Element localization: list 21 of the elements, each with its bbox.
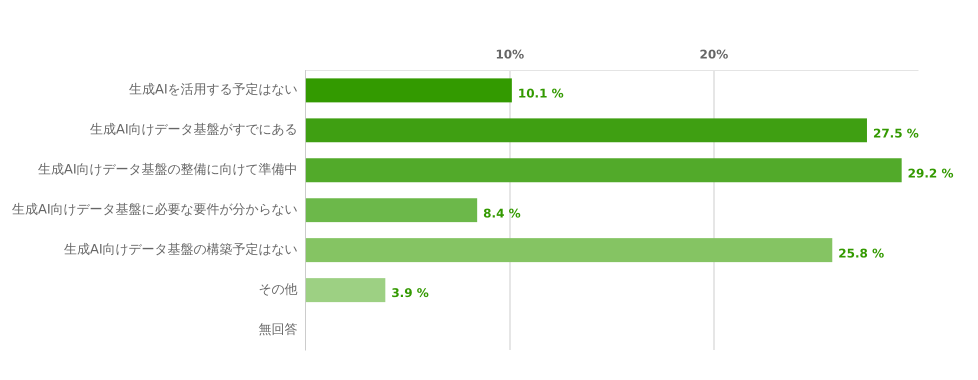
data-label: 8.4 % <box>483 206 521 220</box>
x-tick-label: 10% <box>495 47 524 62</box>
y-tick-label: 生成AI向けデータ基盤の構築予定はない <box>64 242 298 258</box>
y-tick-label: 生成AI向けデータ基盤がすでにある <box>90 122 298 138</box>
y-tick-label: 無回答 <box>258 322 298 338</box>
y-tick-label: 生成AI向けデータ基盤の整備に向けて準備中 <box>38 162 298 178</box>
data-label: 10.1 % <box>518 86 564 100</box>
x-tick-label: 20% <box>700 47 728 62</box>
data-label: 3.9 % <box>391 286 429 300</box>
bar <box>306 78 512 102</box>
y-tick-label: 生成AI向けデータ基盤に必要な要件が分からない <box>12 202 298 218</box>
bar <box>306 278 386 302</box>
bar <box>306 158 902 182</box>
bar <box>306 198 478 222</box>
bar <box>306 118 867 142</box>
data-label: 29.2 % <box>908 166 954 180</box>
y-tick-label: 生成AIを活用する予定はない <box>128 82 298 98</box>
data-label: 27.5 % <box>872 126 919 140</box>
data-label: 25.8 % <box>838 246 884 260</box>
y-tick-label: その他 <box>258 282 298 298</box>
bar <box>306 238 832 262</box>
